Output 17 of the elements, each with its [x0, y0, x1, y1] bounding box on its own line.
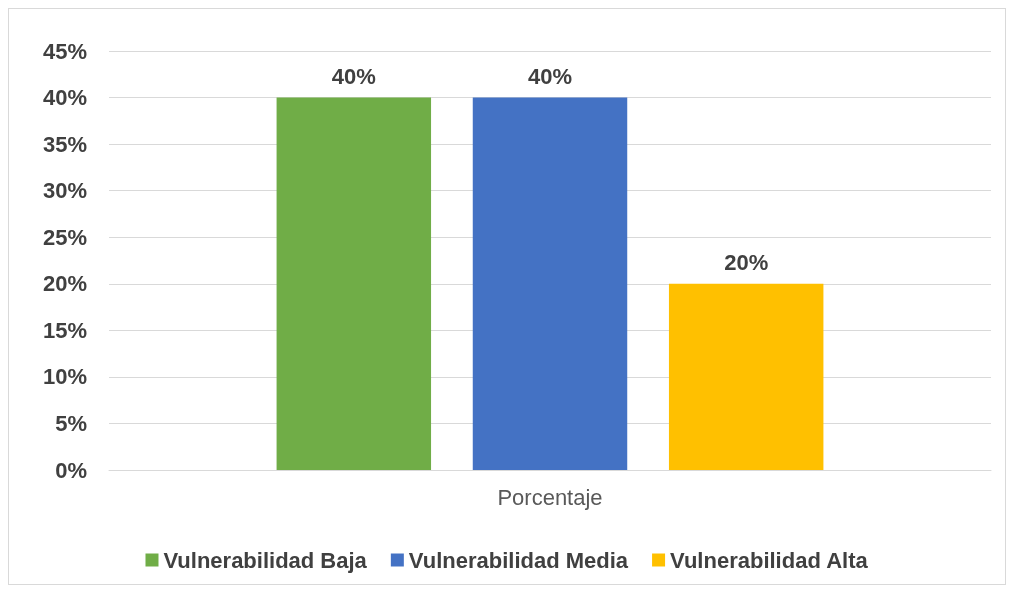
- data-label: 20%: [724, 250, 769, 276]
- y-tick-label: 20%: [42, 271, 87, 297]
- y-tick-label: 40%: [42, 85, 87, 111]
- data-label: 40%: [331, 64, 376, 90]
- y-tick-label: 45%: [42, 38, 87, 64]
- data-label: 40%: [527, 64, 573, 90]
- legend-label: Vulnerabilidad Alta: [670, 547, 869, 573]
- y-tick-label: 5%: [55, 410, 87, 436]
- y-tick-label: 10%: [42, 364, 87, 390]
- y-tick-label: 30%: [42, 178, 87, 204]
- y-tick-label: 15%: [42, 317, 87, 343]
- legend-label: Vulnerabilidad Media: [408, 547, 629, 573]
- legend-label: Vulnerabilidad Baja: [163, 547, 368, 573]
- x-tick-label: Porcentaje: [497, 484, 603, 510]
- y-tick-label: 35%: [42, 131, 87, 157]
- y-tick-label: 0%: [55, 457, 87, 483]
- y-tick-label: 25%: [42, 224, 87, 250]
